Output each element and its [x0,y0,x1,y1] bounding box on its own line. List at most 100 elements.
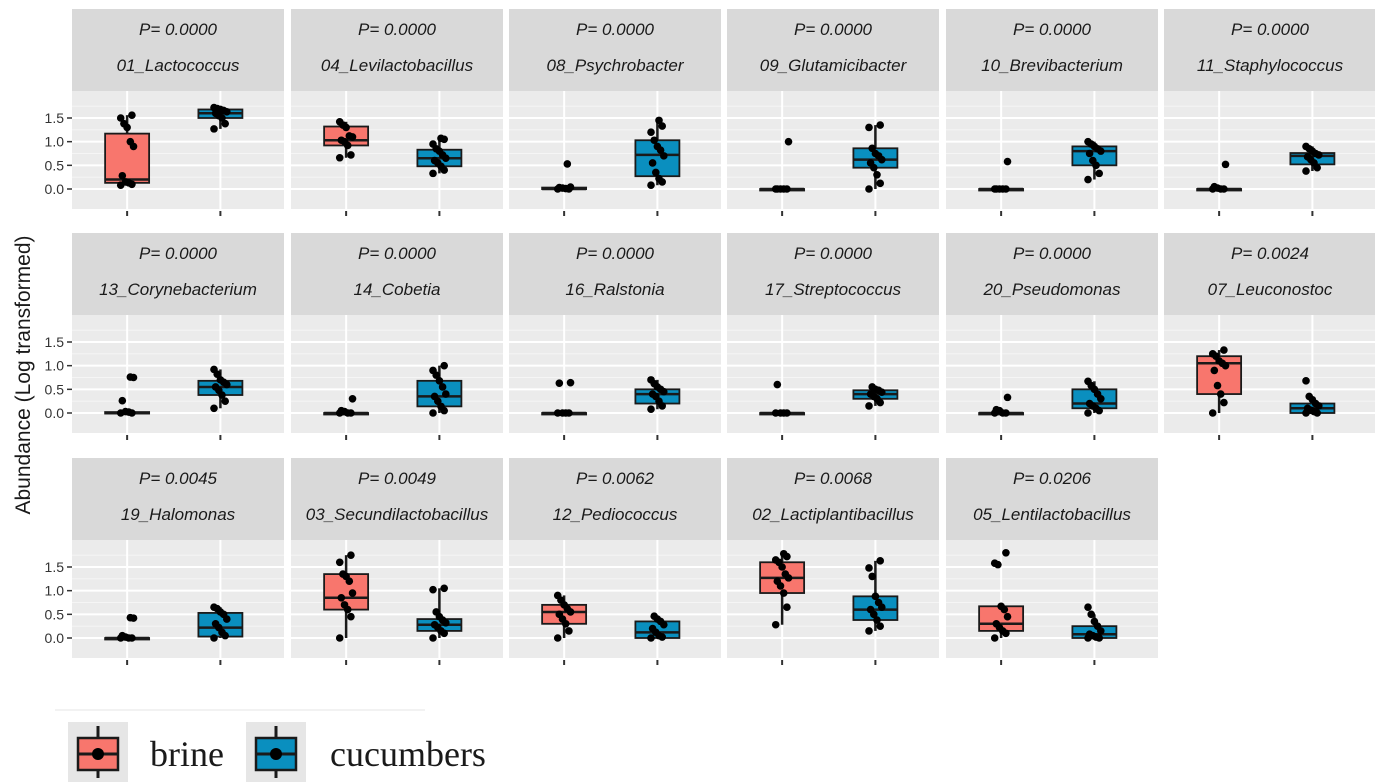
brine-point [126,137,135,146]
facet-p-value: P= 0.0062 [576,469,655,488]
cucumbers-point [210,103,218,112]
facet-strip [727,9,939,91]
brine-point [128,111,136,119]
cucumbers-point [211,383,220,391]
cucumbers-point [868,572,876,581]
brine-point [1213,381,1222,390]
facet-p-value: P= 0.0068 [794,469,873,488]
facet-panel: P= 0.0000 04_Levilactobacillus [291,9,503,216]
brine-point [339,570,347,578]
brine-point [347,612,355,621]
cucumbers-point [876,179,884,188]
cucumbers-point [1084,603,1092,612]
facet-title: 02_Lactiplantibacillus [752,505,914,524]
facet-p-value: P= 0.0045 [139,469,218,488]
facet-p-value: P= 0.0000 [1231,20,1310,39]
cucumbers-point [650,136,658,145]
cucumbers-point [437,134,445,143]
cucumbers-point [429,409,437,417]
y-tick-label: 1.0 [45,134,65,150]
facet-title: 17_Streptococcus [765,280,902,299]
cucumbers-point [876,557,884,565]
facet-p-value: P= 0.0000 [576,20,655,39]
facet-strip [946,9,1158,91]
facet-title: 19_Halomonas [121,505,236,524]
facet-title: 08_Psychrobacter [546,56,684,75]
cucumbers-point [1087,610,1095,619]
facet-title: 14_Cobetia [354,280,441,299]
cucumbers-point [876,622,884,630]
brine-point [566,378,575,387]
brine-point [1220,398,1228,407]
brine-point [555,379,564,387]
facet-panel: P= 0.0000 10_Brevibacterium [946,9,1158,216]
facet-strip [1164,233,1375,315]
cucumbers-point [866,390,875,398]
plot-background [72,91,284,209]
facet-title: 09_Glutamicibacter [760,56,908,75]
brine-point [783,603,791,612]
cucumbers-point [432,608,441,616]
brine-point [558,409,567,417]
cucumbers-point [1084,175,1092,184]
plot-background [946,315,1158,433]
plot-background [1164,315,1375,433]
cucumbers-point [1085,149,1094,158]
facet-strip [72,233,284,315]
facet-strip [1164,9,1375,91]
cucumbers-point [1090,617,1099,626]
plot-background [509,315,721,433]
cucumbers-point [1302,167,1310,175]
cucumbers-point [1302,142,1310,151]
y-axis-label: Abundance (Log transformed) [12,236,35,515]
cucumbers-point [429,585,437,594]
brine-point [347,151,355,159]
facet-strip [727,233,939,315]
cucumbers-point [868,383,876,391]
facet-title: 16_Ralstonia [565,280,664,299]
cucumbers-point [873,616,881,624]
cucumbers-point [210,603,218,612]
facet-strip [946,458,1158,540]
plot-background [946,91,1158,209]
legend-label-cucumbers: cucumbers [330,734,486,774]
plot-background [1164,91,1375,209]
facet-panel: P= 0.0206 05_Lentilactobacillus [946,458,1158,665]
cucumbers-point [210,365,218,374]
cucumbers-point [647,181,655,190]
facet-p-value: P= 0.0000 [1013,20,1092,39]
facet-title: 01_Lactococcus [117,56,240,75]
facet-p-value: P= 0.0000 [139,244,218,263]
cucumbers-point [210,125,218,133]
facet-p-value: P= 0.0024 [1231,244,1309,263]
cucumbers-point [438,383,447,391]
brine-point [348,395,357,403]
brine-point [335,634,344,642]
cucumbers-point [1095,169,1103,178]
cucumbers-point [873,171,881,179]
plot-background [291,91,503,209]
y-tick-label: 1.0 [45,358,65,374]
cucumbers-point [429,140,437,148]
brine-point [784,137,793,146]
brine-point [781,570,790,578]
cucumbers-point [429,366,437,375]
facet-panel: P= 0.0024 07_Leuconostoc [1164,233,1375,440]
y-tick-label: 0.0 [45,181,65,197]
cucumbers-point [430,620,439,629]
legend-key-cucumbers [246,722,306,782]
brine-point [1220,346,1228,354]
legend: brine cucumbers [55,709,486,782]
plot-background [727,540,939,658]
facet-panel: P= 0.0000 16_Ralstonia [509,233,721,440]
brine-point [340,601,349,609]
facet-p-value: P= 0.0000 [139,20,218,39]
cucumbers-point [865,627,873,635]
cucumbers-point [1089,156,1097,165]
facet-title: 13_Corynebacterium [99,280,257,299]
cucumbers-point [429,634,437,642]
cucumbers-point [865,402,873,410]
brine-point [1216,390,1225,398]
cucumbers-point [874,598,883,607]
